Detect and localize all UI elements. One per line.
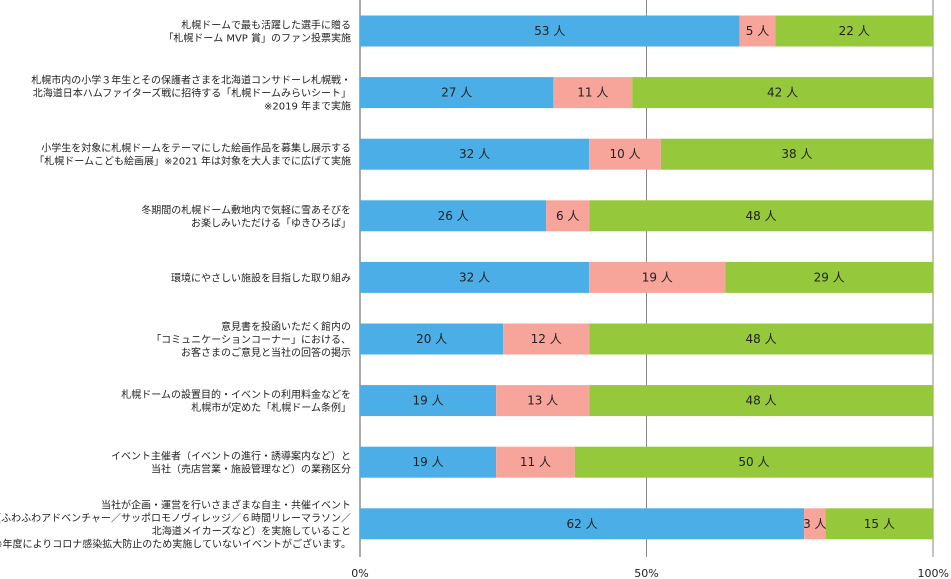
bar-value-label: 26 人 xyxy=(438,209,469,223)
bar-value-label: 19 人 xyxy=(412,394,443,408)
bar-value-label: 11 人 xyxy=(520,455,551,469)
bar-value-label: 62 人 xyxy=(566,517,597,531)
bar-value-label: 42 人 xyxy=(767,86,798,100)
bar-segment xyxy=(360,385,497,417)
bar-value-label: 6 人 xyxy=(556,209,579,223)
bar-value-label: 13 人 xyxy=(527,394,558,408)
bar-value-label: 12 人 xyxy=(531,332,562,346)
category-label: 札幌市内の小学３年生とその保護者さまを北海道コンサドーレ札幌戦・北海道日本ハムフ… xyxy=(31,74,351,113)
bar-segment xyxy=(739,15,776,47)
bar-segment xyxy=(360,200,547,232)
bar-segment xyxy=(360,446,497,478)
x-tick-label: 0% xyxy=(351,567,368,579)
bar-segment xyxy=(825,508,933,540)
bar-segment xyxy=(360,323,504,355)
bar-value-label: 5 人 xyxy=(746,24,769,38)
bar-segment xyxy=(574,446,933,478)
bar-value-label: 48 人 xyxy=(746,394,777,408)
bar-segment xyxy=(360,138,590,170)
category-label: 札幌ドームで最も活躍した選手に贈る「札幌ドーム MVP 賞」のファン投票実施 xyxy=(163,19,351,45)
bar-value-label: 48 人 xyxy=(746,332,777,346)
bar-segment xyxy=(553,77,633,109)
bar-value-label: 15 人 xyxy=(864,517,895,531)
bar-value-label: 19 人 xyxy=(412,455,443,469)
bar-segment xyxy=(496,446,575,478)
bar-segment xyxy=(589,200,933,232)
bar-segment xyxy=(546,200,590,232)
bar-value-label: 32 人 xyxy=(459,147,490,161)
x-tick-label: 100% xyxy=(918,567,949,579)
bar-segment xyxy=(589,323,933,355)
category-label: 札幌ドームの設置目的・イベントの利用料金などを札幌市が定めた「札幌ドーム条例」 xyxy=(121,388,351,414)
bar-value-label: 48 人 xyxy=(746,209,777,223)
bar-segment xyxy=(360,77,554,109)
bar-value-label: 27 人 xyxy=(441,86,472,100)
category-label: 意見書を投函いただく館内の「コミュニケーションコーナー」における、お客さまのご意… xyxy=(151,320,351,359)
bar-segment xyxy=(360,15,740,47)
category-label: 小学生を対象に札幌ドームをテーマにした絵画作品を募集し展示する「札幌ドームこども… xyxy=(34,142,351,168)
category-label: 冬期間の札幌ドーム敷地内で気軽に雪あそびをお楽しみいただける「ゆきひろば」 xyxy=(141,203,351,229)
bar-segment xyxy=(632,77,933,109)
bar-segment xyxy=(589,261,726,293)
category-label: 当社が企画・運営を行いさまざまな自主・共催イベント（ふわふわアドベンチャー／サッ… xyxy=(0,498,351,550)
x-tick-label: 50% xyxy=(634,567,658,579)
bar-segment xyxy=(804,508,826,540)
bar-value-label: 19 人 xyxy=(642,270,673,284)
x-axis-tick-labels: 0% 50% 100% xyxy=(351,567,949,579)
bar-value-label: 3 人 xyxy=(803,517,826,531)
bar-value-label: 38 人 xyxy=(781,147,812,161)
bar-segment xyxy=(589,385,933,417)
bar-value-label: 53 人 xyxy=(534,24,565,38)
bar-value-label: 29 人 xyxy=(814,270,845,284)
bar-segment xyxy=(360,508,805,540)
bar-value-label: 50 人 xyxy=(738,455,769,469)
bar-labels: 53 人 5 人 22 人 27 人 11 人 42 人 32 人 10 人 38 人 26 人 6… xyxy=(412,24,894,531)
bars xyxy=(360,15,933,540)
bar-value-label: 22 人 xyxy=(839,24,870,38)
bar-segment xyxy=(360,261,590,293)
bar-segment xyxy=(589,138,661,170)
bar-value-label: 10 人 xyxy=(609,147,640,161)
bar-segment xyxy=(775,15,933,47)
bar-segment xyxy=(660,138,933,170)
bar-segment xyxy=(503,323,590,355)
category-label: イベント主催者（イベントの進行・誘導案内など）と当社（売店営業・施設管理など）の… xyxy=(111,450,351,476)
bar-value-label: 20 人 xyxy=(416,332,447,346)
bar-value-label: 32 人 xyxy=(459,270,490,284)
category-label: 環境にやさしい施設を目指した取り組み xyxy=(171,271,351,284)
bar-segment xyxy=(496,385,590,417)
bar-value-label: 11 人 xyxy=(577,86,608,100)
category-labels: 札幌ドームで最も活躍した選手に贈る「札幌ドーム MVP 賞」のファン投票実施札幌… xyxy=(0,19,351,551)
bar-segment xyxy=(725,261,933,293)
